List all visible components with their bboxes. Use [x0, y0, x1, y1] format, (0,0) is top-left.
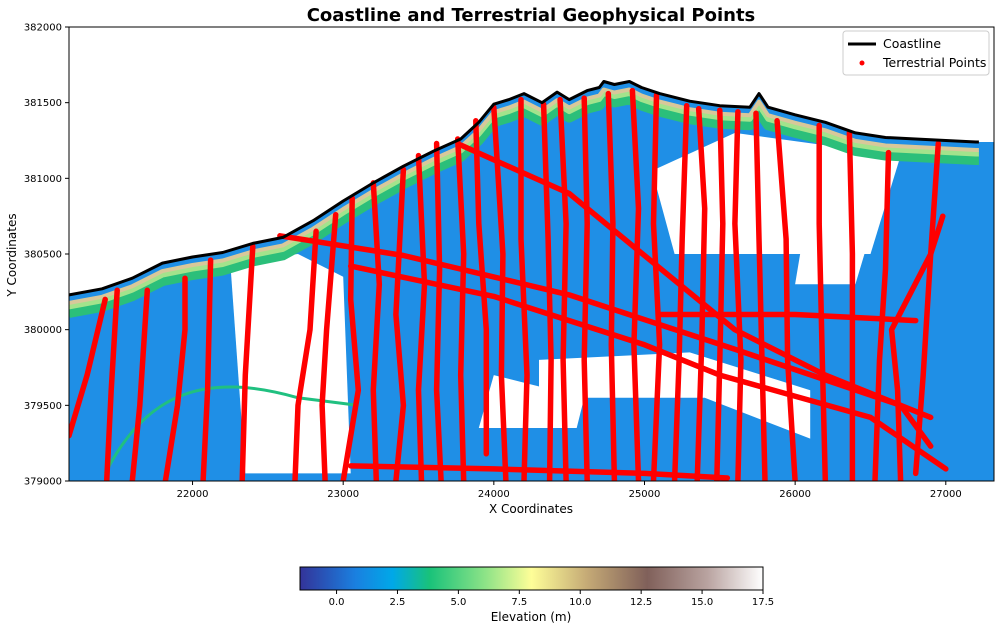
- terrain-dune-band: [69, 87, 979, 305]
- survey-line-21: [629, 87, 642, 481]
- survey-line-29: [816, 122, 829, 481]
- y-tick-label: 382000: [24, 23, 62, 34]
- y-tick-label: 379500: [24, 401, 62, 412]
- survey-line-6: [292, 228, 319, 481]
- coastline: [69, 80, 979, 297]
- chart-title: Coastline and Terrestrial Geophysical Po…: [307, 5, 756, 26]
- colorbar-tick-label: 10.0: [569, 597, 591, 608]
- survey-line-3: [162, 275, 188, 481]
- terrestrial-points-layer: [69, 87, 949, 481]
- legend-points-swatch: [859, 60, 865, 66]
- colorbar-tick-label: 2.5: [390, 597, 406, 608]
- survey-line-1: [103, 287, 120, 481]
- survey-line-2: [129, 287, 151, 481]
- survey-line-28: [774, 118, 798, 481]
- y-tick-label: 380500: [24, 250, 62, 261]
- y-tick-label: 381000: [24, 174, 62, 185]
- y-tick-label: 379000: [24, 477, 62, 488]
- colorbar-tick-label: 17.5: [752, 597, 774, 608]
- survey-line-0: [69, 296, 108, 439]
- terrain-dune-band: [69, 91, 979, 310]
- survey-line-23: [671, 102, 690, 481]
- survey-line-13: [454, 136, 467, 481]
- legend: Coastline Terrestrial Points: [842, 30, 990, 76]
- survey-line-15: [491, 104, 509, 481]
- survey-line-19: [581, 95, 590, 481]
- x-tick-label: 24000: [478, 489, 510, 500]
- colorbar-tick-label: 5.0: [450, 597, 466, 608]
- survey-line-27: [753, 110, 768, 481]
- survey-line-4: [200, 257, 214, 481]
- colorbar: 0.0 2.5 5.0 7.5 10.0 12.5 15.0 17.5 Elevation (…: [299, 566, 774, 624]
- survey-line-37: [656, 311, 919, 324]
- terrain-dune-band: [69, 94, 981, 318]
- survey-line-33: [912, 140, 942, 477]
- x-axis-label: X Coordinates: [489, 502, 573, 516]
- x-tick-label: 22000: [177, 489, 209, 500]
- colorbar-tick-label: 15.0: [691, 597, 713, 608]
- x-tick-label: 23000: [327, 489, 359, 500]
- terrain-white-zone: [795, 193, 878, 285]
- y-tick-label: 380000: [24, 325, 62, 336]
- x-tick-label: 26000: [779, 489, 811, 500]
- survey-line-22: [650, 92, 663, 481]
- survey-line-36: [457, 142, 934, 421]
- survey-line-10: [393, 166, 407, 481]
- survey-line-25: [714, 107, 726, 481]
- survey-line-24: [694, 105, 708, 481]
- survey-line-35: [347, 263, 949, 472]
- legend-points-label: Terrestrial Points: [882, 55, 986, 70]
- legend-coastline-label: Coastline: [883, 36, 941, 51]
- x-axis-ticks: 22000 23000 24000 25000 26000 27000: [177, 481, 962, 500]
- colorbar-tick-label: 0.0: [329, 597, 345, 608]
- survey-line-5: [239, 243, 256, 481]
- coastline-layer: [69, 80, 979, 297]
- y-axis-label: Y Coordinates: [5, 213, 19, 297]
- survey-line-34: [277, 233, 934, 449]
- survey-line-17: [540, 101, 554, 481]
- survey-line-11: [415, 152, 428, 481]
- survey-line-20: [605, 90, 618, 481]
- colorbar-tick-label: 7.5: [511, 597, 527, 608]
- legend-box: [842, 30, 990, 76]
- colorbar-label: Elevation (m): [491, 610, 572, 624]
- x-tick-label: 25000: [629, 489, 661, 500]
- survey-line-32: [888, 213, 946, 481]
- colorbar-gradient: [299, 566, 764, 591]
- survey-line-30: [846, 130, 856, 481]
- survey-line-12: [433, 140, 444, 481]
- survey-line-38: [347, 463, 731, 481]
- survey-line-9: [370, 180, 383, 481]
- colorbar-tick-label: 12.5: [630, 597, 652, 608]
- y-axis-ticks: 379000 379500 380000 380500 381000 381500 3820…: [24, 23, 69, 488]
- terrain-road-arc: [103, 385, 359, 475]
- survey-line-26: [732, 108, 744, 481]
- colorbar-ticks: 0.0 2.5 5.0 7.5 10.0 12.5 15.0 17.5: [329, 590, 774, 608]
- y-tick-label: 381500: [24, 98, 62, 109]
- survey-line-7: [319, 211, 339, 481]
- x-tick-label: 27000: [930, 489, 962, 500]
